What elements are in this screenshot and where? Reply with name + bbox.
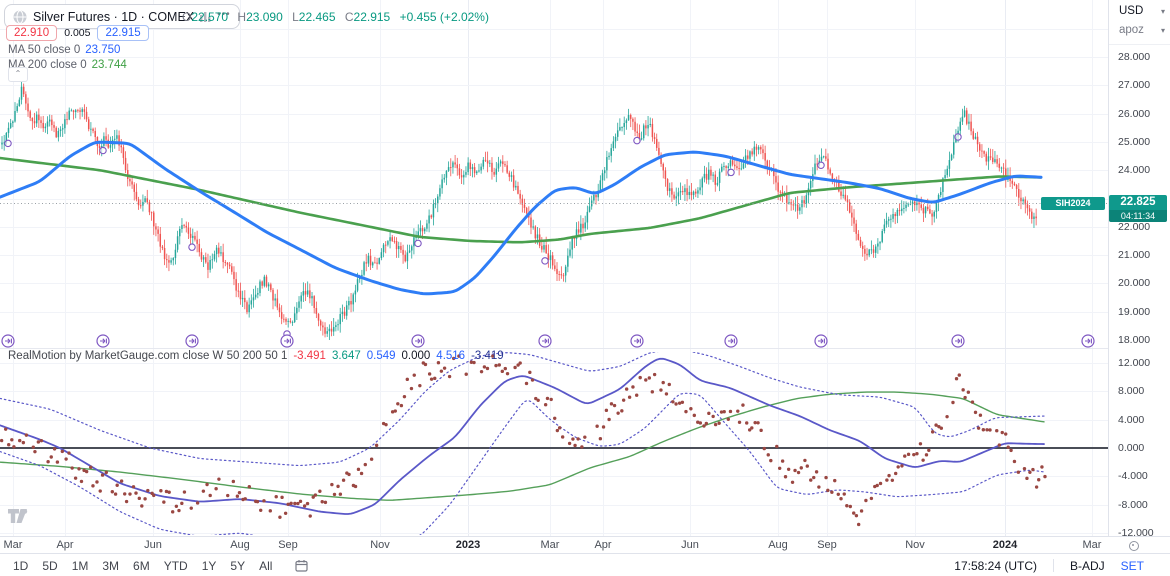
time-tick: Nov <box>370 539 390 551</box>
price-tick: 21.000 <box>1118 249 1151 262</box>
oscillator-tick: 4.000 <box>1118 413 1145 426</box>
goto-date-button[interactable] <box>295 559 309 572</box>
oscillator-tick: -12.000 <box>1118 526 1154 539</box>
low-value: 22.465 <box>298 10 336 24</box>
change-value: +0.455 (+2.02%) <box>399 10 489 24</box>
range-button-1d[interactable]: 1D <box>13 558 29 573</box>
range-button-6m[interactable]: 6M <box>133 558 150 573</box>
symbol-title: Silver Futures · 1D · COMEX <box>33 9 195 24</box>
ma50-value: 23.750 <box>85 44 121 56</box>
oscillator-tick: 0.000 <box>1118 442 1145 454</box>
unit-selector[interactable]: apoz ▾ <box>1119 24 1165 36</box>
high-value: 23.090 <box>246 10 283 24</box>
realmotion-value-2: 0.549 <box>366 350 396 362</box>
time-tick: Aug <box>230 539 250 551</box>
bid-button[interactable]: 22.910 <box>6 25 58 41</box>
axis-divider <box>1109 44 1170 45</box>
time-tick: Jun <box>144 539 162 551</box>
time-tick: Mar <box>1082 539 1102 551</box>
back-adjust-toggle[interactable]: B-ADJ <box>1069 558 1105 573</box>
price-tick: 20.000 <box>1118 277 1151 290</box>
range-button-5d[interactable]: 5D <box>42 558 58 573</box>
time-tick: Mar <box>540 539 560 551</box>
realmotion-value-5: -3.419 <box>471 350 504 362</box>
utc-clock[interactable]: 17:58:24 (UTC) <box>954 558 1037 573</box>
settlement-toggle[interactable]: SET <box>1120 558 1144 573</box>
more-menu-button[interactable]: ••• <box>217 9 231 20</box>
realmotion-value-4: 4.516 <box>436 350 466 362</box>
time-axis[interactable]: Mar Apr Jun Aug Sep Nov 2023 Mar Apr Jun Aug Sep Nov… <box>0 536 1170 554</box>
time-tick: Sep <box>817 539 837 551</box>
range-button-all[interactable]: All <box>259 558 273 573</box>
oscillator-tick: 12.000 <box>1118 357 1151 370</box>
last-price-label: 22.825 04:11:34 <box>1109 195 1167 222</box>
range-button-1y[interactable]: 1Y <box>201 558 217 573</box>
chart-canvas[interactable] <box>0 0 1108 536</box>
bottom-toolbar: 1D 5D 1M 3M 6M YTD 1Y 5Y All 17:58:24 (UTC) B-AD… <box>0 553 1170 576</box>
bar-countdown: 04:11:34 <box>1109 210 1167 222</box>
ma50-legend[interactable]: MA 50 close 0 23.750 <box>8 44 121 56</box>
last-price: 22.825 <box>1120 196 1156 208</box>
time-tick: 2023 <box>455 539 481 551</box>
price-tick: 26.000 <box>1118 107 1151 120</box>
time-tick: Jun <box>681 539 699 551</box>
chevron-down-icon: ▾ <box>1160 25 1165 35</box>
realmotion-legend[interactable]: RealMotion by MarketGauge.com close W 50… <box>8 350 504 362</box>
realmotion-value-1: 3.647 <box>331 350 361 362</box>
time-tick: Apr <box>594 539 612 551</box>
tradingview-logo[interactable] <box>7 508 33 529</box>
compare-icon[interactable] <box>200 11 211 22</box>
price-tick: 18.000 <box>1118 334 1151 346</box>
range-buttons: 1D 5D 1M 3M 6M YTD 1Y 5Y All <box>0 557 279 575</box>
axis-settings-gear-icon[interactable] <box>1129 541 1139 551</box>
time-tick: 2024 <box>992 539 1018 551</box>
contract-tag: SIH2024 <box>1041 197 1105 210</box>
bid-ask-row: 22.910 0.005 22.915 <box>6 25 149 41</box>
price-axis[interactable]: USD ▾ apoz ▾ 28.000 27.000 26.000 25.000 24.00… <box>1108 0 1170 539</box>
legend-collapse-button[interactable]: ⌃ <box>8 67 28 82</box>
toolbar-divider <box>1052 559 1054 572</box>
time-tick: Nov <box>905 539 925 551</box>
range-button-5y[interactable]: 5Y <box>230 558 246 573</box>
symbol-legend[interactable]: Silver Futures · 1D · COMEX ••• <box>4 4 240 29</box>
ohlc-readout: O22.570 H23.090 L22.465 C22.915 +0.455 (… <box>182 10 489 24</box>
price-tick: 22.000 <box>1118 220 1151 233</box>
price-tick: 19.000 <box>1118 305 1151 318</box>
oscillator-tick: 8.000 <box>1118 385 1145 398</box>
range-button-3m[interactable]: 3M <box>102 558 120 573</box>
chevron-down-icon: ▾ <box>1160 6 1165 16</box>
exchange-logo-icon <box>13 9 27 24</box>
realmotion-value-0: -3.491 <box>293 350 326 362</box>
time-tick: Apr <box>56 539 74 551</box>
time-tick: Mar <box>3 539 23 551</box>
range-button-ytd[interactable]: YTD <box>163 558 188 573</box>
range-button-1m[interactable]: 1M <box>71 558 89 573</box>
time-tick: Sep <box>278 539 298 551</box>
realmotion-value-3: 0.000 <box>401 350 431 362</box>
price-tick: 27.000 <box>1118 79 1151 92</box>
oscillator-tick: -4.000 <box>1118 470 1148 483</box>
realmotion-title: RealMotion by MarketGauge.com close W 50… <box>8 350 288 362</box>
open-value: 22.570 <box>191 10 229 24</box>
time-tick: Aug <box>768 539 788 551</box>
oscillator-tick: -8.000 <box>1118 498 1148 511</box>
price-tick: 28.000 <box>1118 51 1151 63</box>
ask-button[interactable]: 22.915 <box>97 25 149 41</box>
ma200-value: 23.744 <box>91 59 127 71</box>
price-tick: 24.000 <box>1118 164 1151 177</box>
spread-value: 0.005 <box>64 27 91 39</box>
price-tick: 25.000 <box>1118 135 1151 148</box>
close-value: 22.915 <box>353 10 391 24</box>
currency-selector[interactable]: USD ▾ <box>1119 5 1165 17</box>
